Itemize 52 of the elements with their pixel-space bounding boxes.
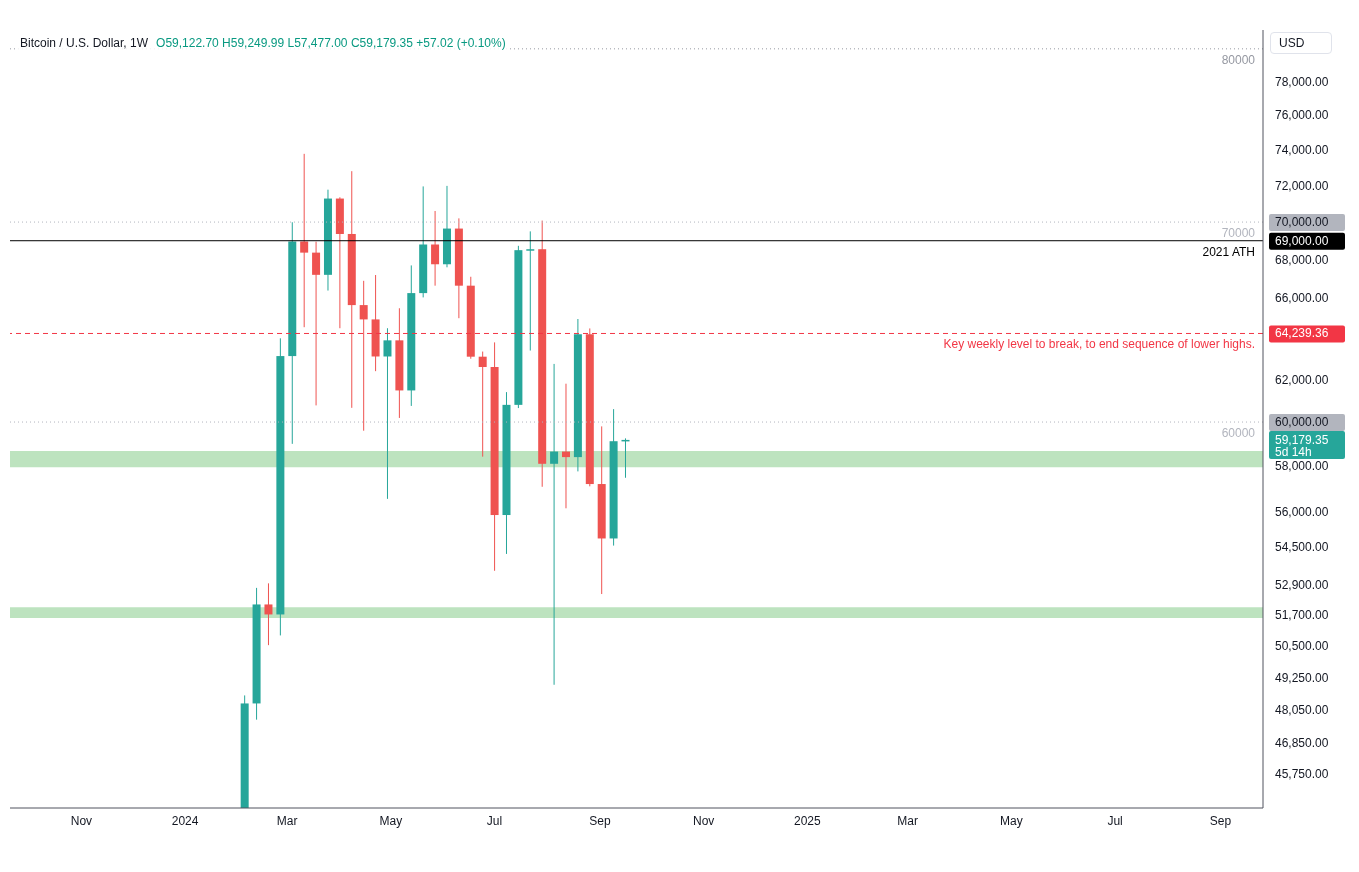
- ref-line-label: 80000: [1221, 52, 1256, 67]
- candlestick: [312, 241, 321, 406]
- y-tick-label: 48,050.00: [1275, 703, 1329, 718]
- y-tick-label: 54,500.00: [1275, 539, 1329, 554]
- ref-line-label: 60000: [1221, 426, 1256, 441]
- x-tick-label: 2025: [794, 813, 822, 828]
- candlestick: [359, 280, 368, 432]
- x-tick-label: Mar: [276, 813, 298, 828]
- y-tick-label: 50,500.00: [1275, 638, 1329, 653]
- y-tick-label: 51,700.00: [1275, 608, 1329, 623]
- candlestick: [431, 210, 440, 287]
- y-tick-label: 56,000.00: [1275, 504, 1329, 519]
- x-tick-label: Nov: [70, 813, 93, 828]
- y-tick-label: 66,000.00: [1275, 291, 1329, 306]
- x-tick-label: May: [379, 813, 403, 828]
- ref-line-label: Key weekly level to break, to end sequence of lower highs.: [943, 337, 1255, 352]
- candlestick: [383, 327, 392, 500]
- candlestick: [526, 230, 535, 352]
- x-tick-label: Sep: [1209, 813, 1232, 828]
- candlestick: [264, 582, 273, 646]
- y-tick-label: 72,000.00: [1275, 178, 1329, 193]
- y-tick-label: 76,000.00: [1275, 108, 1329, 123]
- y-tick-label: 45,750.00: [1275, 766, 1329, 781]
- x-tick-label: Mar: [897, 813, 919, 828]
- x-tick-label: 2024: [171, 813, 199, 828]
- text: O59,122.70 H59,249.99 L57,477.00 C59,179.35 +57.02 (+0.10%): [156, 36, 506, 50]
- y-tick-label: 60,000.00: [1275, 415, 1329, 430]
- y-tick-label: 59,179.35: [1275, 432, 1329, 447]
- y-tick-label: 52,900.00: [1275, 578, 1329, 593]
- candlestick: [478, 351, 487, 458]
- candlestick: [561, 383, 570, 509]
- y-tick-label: 46,850.00: [1275, 735, 1329, 750]
- y-tick-label: 49,250.00: [1275, 671, 1329, 686]
- y-tick-label: 70,000.00: [1275, 215, 1329, 230]
- y-tick-label: 58,000.00: [1275, 459, 1329, 474]
- x-tick-label: Nov: [692, 813, 715, 828]
- y-tick-label: 69,000.00: [1275, 233, 1329, 248]
- x-tick-label: May: [1000, 813, 1023, 828]
- y-tick-label: 62,000.00: [1275, 372, 1329, 387]
- ref-line-label: 70000: [1221, 226, 1256, 241]
- candlestick: [300, 153, 309, 328]
- ref-line-label: 2021 ATH: [1202, 244, 1255, 259]
- x-tick-label: Jul: [1107, 813, 1123, 828]
- x-tick-label: Sep: [589, 813, 611, 828]
- y-tick-label: 74,000.00: [1275, 142, 1329, 157]
- x-tick-label: Jul: [486, 813, 503, 828]
- text: Bitcoin / U.S. Dollar, 1W: [20, 36, 149, 50]
- y-axis-title: USD: [1270, 32, 1332, 54]
- y-tick-label: 64,239.36: [1275, 326, 1329, 341]
- y-tick-label: 78,000.00: [1275, 74, 1329, 89]
- candlestick: [550, 363, 559, 686]
- y-tick-label: 68,000.00: [1275, 252, 1329, 267]
